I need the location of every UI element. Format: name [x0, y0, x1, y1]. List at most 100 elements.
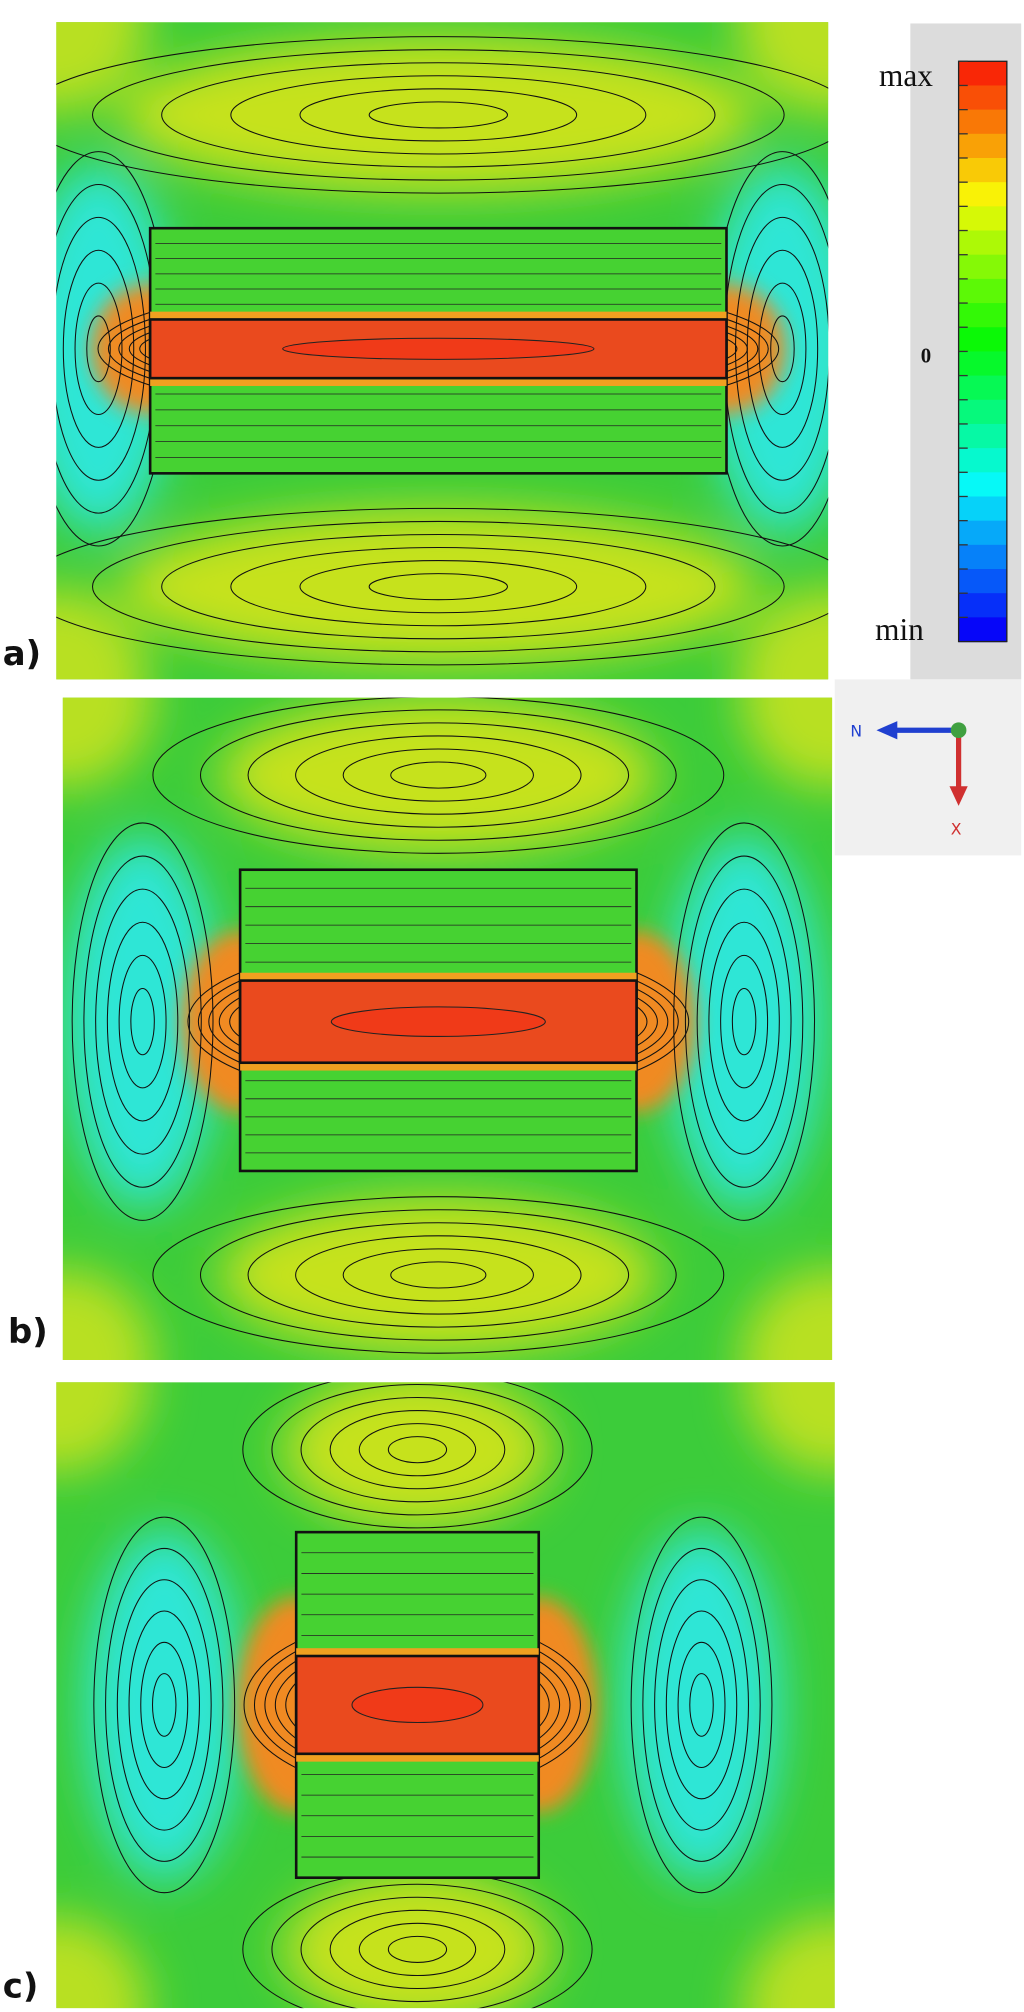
contour [199, 709, 677, 841]
corner-lobe [736, 22, 829, 114]
field-panel: b) [8, 697, 833, 1361]
contour [271, 1883, 564, 2009]
contour [247, 1222, 630, 1328]
contour [105, 1547, 224, 1862]
colorbar-segment [958, 109, 1007, 135]
colorbar-segment [958, 206, 1007, 232]
contour [74, 282, 123, 416]
corner-lobe [56, 588, 148, 680]
strip-core [351, 1686, 484, 1724]
colorbar-segment [958, 375, 1007, 401]
colorbar-segment [958, 254, 1007, 280]
colorbar-segment [958, 230, 1007, 256]
orientation-gizmo: N X [834, 679, 1022, 856]
contour [199, 1209, 677, 1341]
corner-lobe [740, 697, 833, 789]
corner-lobe [56, 22, 148, 114]
contour [299, 560, 578, 614]
colorbar-segment [958, 593, 1007, 619]
contour [56, 36, 829, 194]
contour [118, 954, 167, 1089]
contour [116, 1579, 212, 1831]
contour [368, 101, 509, 129]
strip-core [330, 1006, 546, 1037]
contour [91, 520, 785, 653]
field-panel: a) [3, 22, 829, 680]
colorbar-segment [958, 399, 1007, 425]
contour [271, 1383, 564, 1516]
contour [300, 1396, 535, 1503]
colorbar-segment [958, 61, 1007, 87]
contour [677, 1641, 726, 1769]
colorbar-segment [958, 496, 1007, 522]
colorbar-segment [958, 303, 1007, 328]
gizmo-bg [834, 679, 1022, 856]
cyan-lobe [623, 1529, 780, 1881]
colorbar-max: max [879, 58, 933, 93]
contour [128, 1610, 200, 1800]
colorbar-segment [958, 617, 1007, 643]
contour [358, 1922, 477, 1977]
contour [734, 216, 829, 481]
panel-label: a) [3, 634, 41, 673]
field [56, 22, 829, 680]
contour [329, 1909, 506, 1990]
colorbar-zero: 0 [921, 343, 931, 367]
contour [86, 315, 111, 383]
field-lobes [56, 1382, 835, 2009]
panel-label: b) [8, 1312, 48, 1351]
contour [689, 1673, 714, 1737]
contour [358, 1423, 477, 1477]
contour [387, 1935, 448, 1963]
contour [684, 855, 804, 1188]
contour [295, 735, 582, 815]
colorbar-segment [958, 544, 1007, 570]
yellow-lobe [121, 508, 756, 665]
yellow-lobe [121, 36, 756, 194]
label-n: N [850, 722, 862, 741]
contour [56, 507, 829, 666]
yellow-lobe [220, 697, 657, 854]
field [56, 1382, 835, 2009]
contour [230, 75, 647, 155]
yellow-lobe [284, 1382, 551, 1528]
contour [390, 1261, 487, 1289]
gizmo-origin [950, 722, 967, 739]
contour [770, 315, 795, 383]
contour [342, 748, 534, 802]
contour [83, 855, 202, 1188]
arrow-n [876, 721, 898, 740]
colorbar-min: min [875, 612, 924, 647]
corner-lobe [743, 1382, 835, 1474]
contour [152, 697, 725, 854]
contour [151, 1673, 177, 1737]
colorbar-segment [958, 448, 1007, 473]
contour [247, 722, 630, 828]
corner-lobe [736, 588, 829, 680]
contour [731, 988, 757, 1056]
label-x: X [951, 820, 962, 839]
colorbar-segment [958, 85, 1007, 111]
yellow-lobe [220, 1196, 657, 1354]
field-lobes [56, 22, 829, 680]
contour [329, 1410, 506, 1490]
arrow-x [949, 786, 968, 806]
field-lobes [62, 697, 833, 1361]
contour [630, 1516, 773, 1894]
contour [654, 1579, 749, 1831]
contour [342, 1248, 534, 1302]
cyan-lobe [85, 1529, 243, 1881]
colorbar-segment [958, 278, 1007, 304]
cyan-lobe [64, 836, 221, 1208]
panel-label: c) [3, 1967, 39, 2006]
contour [93, 1516, 236, 1894]
contour [673, 822, 816, 1221]
colorbar-segment [958, 182, 1007, 208]
contour [708, 921, 780, 1122]
contour [720, 954, 769, 1089]
contour [140, 1641, 189, 1769]
colorbar-segment [958, 569, 1007, 594]
contour [161, 533, 716, 640]
